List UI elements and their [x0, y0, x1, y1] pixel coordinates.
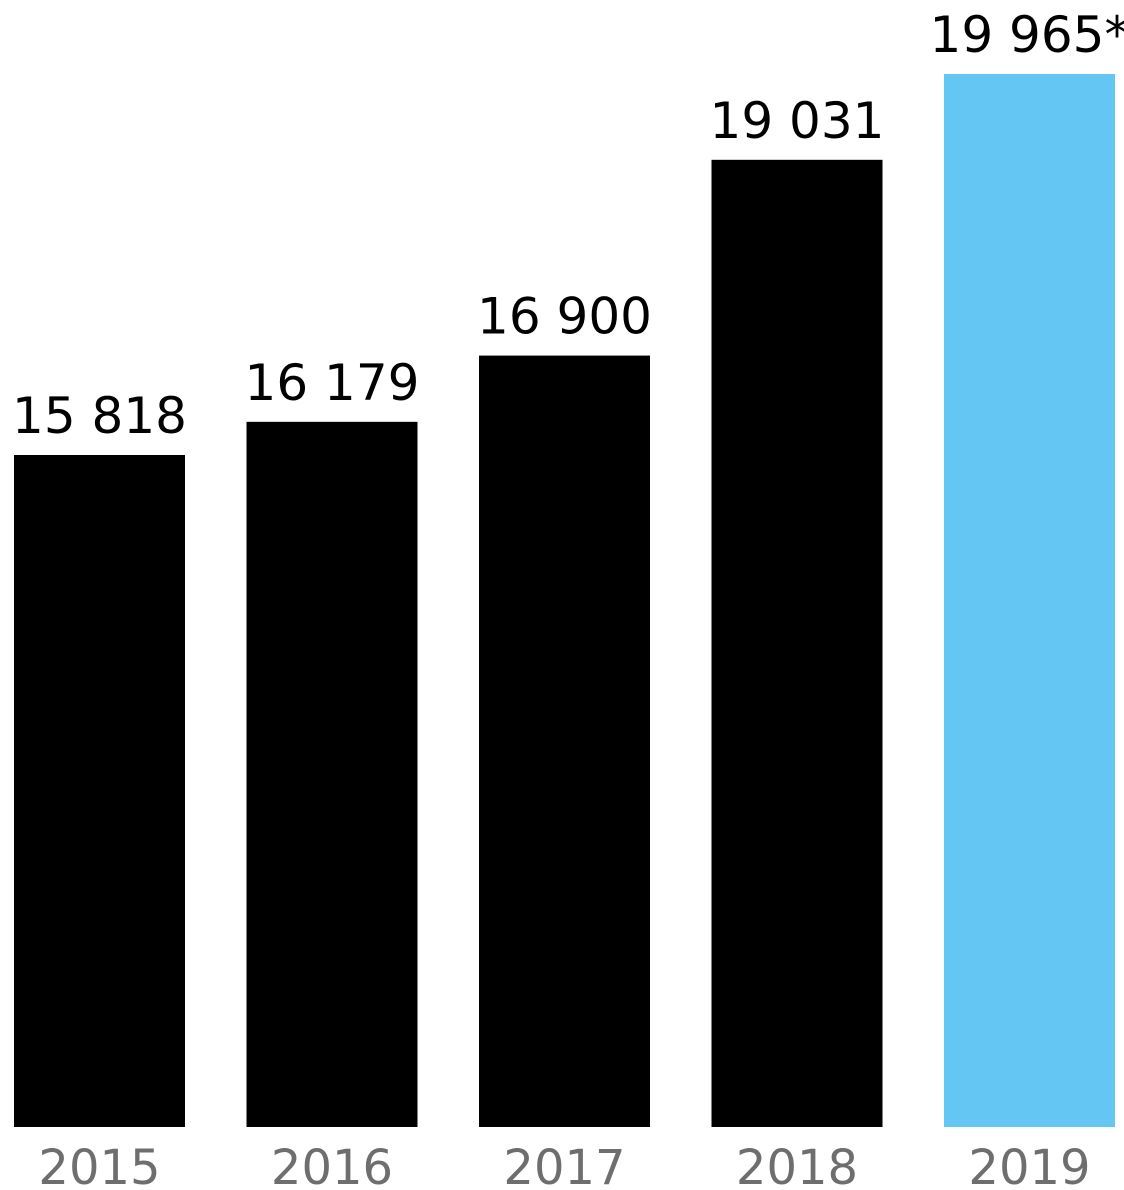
value-label-2017: 16 900 — [477, 288, 652, 346]
value-label-2018: 19 031 — [710, 92, 885, 150]
bars-group — [14, 74, 1115, 1127]
bar-2015 — [14, 455, 185, 1127]
x-tick-label-2017: 2017 — [503, 1140, 625, 1190]
value-label-2016: 16 179 — [245, 354, 420, 412]
value-label-2015: 15 818 — [12, 387, 187, 445]
bar-2018 — [711, 159, 883, 1127]
bar-2017 — [479, 355, 650, 1127]
value-labels-group: 15 818 16 179 16 900 19 031 19 965* — [12, 6, 1124, 445]
x-tick-label-2016: 2016 — [271, 1140, 393, 1190]
bar-2016 — [246, 421, 418, 1127]
value-label-2019: 19 965* — [930, 6, 1124, 64]
x-tick-label-2019: 2019 — [968, 1140, 1090, 1190]
x-tick-label-2018: 2018 — [736, 1140, 858, 1190]
x-axis-tick-labels: 2015 2016 2017 2018 2019 — [38, 1140, 1090, 1190]
bar-2019 — [944, 74, 1115, 1127]
x-tick-label-2015: 2015 — [38, 1140, 160, 1190]
